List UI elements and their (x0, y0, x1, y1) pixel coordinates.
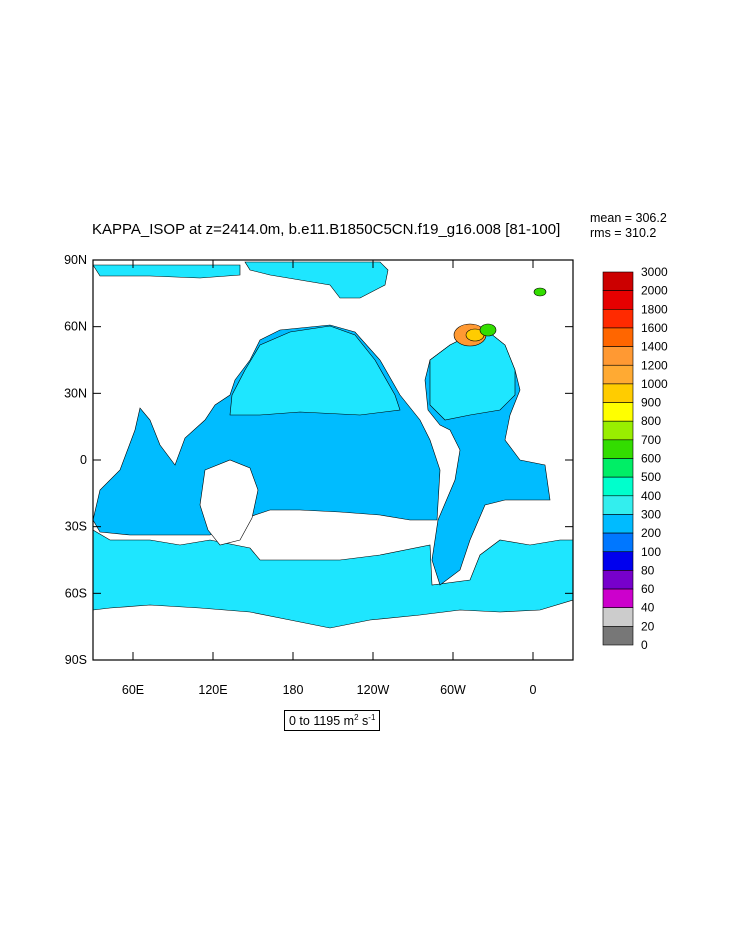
y-tick-label: 90S (65, 653, 87, 667)
colorbar-label: 3000 (641, 265, 668, 279)
colorbar-label: 200 (641, 526, 661, 540)
colorbar-label: 20 (641, 619, 655, 633)
colorbar-swatch (602, 308, 634, 329)
colorbar-label: 0 (641, 638, 648, 652)
rms-value: rms = 310.2 (590, 226, 657, 240)
colorbar-label: 1000 (641, 377, 668, 391)
colorbar-swatch (602, 290, 634, 310)
colorbar-label: 1800 (641, 302, 668, 316)
colorbar-swatch (602, 551, 634, 571)
colorbar-swatch (602, 439, 634, 459)
greenland-hotspot (453, 287, 547, 347)
colorbar-label: 900 (641, 396, 661, 410)
colorbar-swatch (602, 458, 634, 478)
colorbar-label: 500 (641, 470, 661, 484)
colorbar-swatch (602, 420, 634, 441)
y-tick-label: 30S (65, 520, 87, 534)
colorbar-swatch (602, 495, 634, 515)
x-tick-label: 60W (440, 683, 466, 697)
colorbar-label: 1600 (641, 321, 668, 335)
x-axis: 60E 120E 180 120W 60W 0 (122, 260, 537, 697)
y-axis: 90N 60N 30N 0 30S 60S 90S (64, 253, 573, 667)
plot-title: KAPPA_ISOP at z=2414.0m, b.e11.B1850C5CN… (92, 221, 561, 238)
colorbar-swatch (602, 364, 634, 385)
colorbar-swatch (602, 514, 634, 534)
map-canvas (93, 260, 573, 660)
y-tick-label: 30N (64, 386, 87, 400)
y-tick-label: 60N (64, 320, 87, 334)
colorbar-swatch (602, 476, 634, 497)
colorbar-label: 700 (641, 433, 661, 447)
colorbar-label: 600 (641, 452, 661, 466)
colorbar-swatch (602, 383, 634, 403)
colorbar-swatch (602, 570, 634, 590)
x-tick-label: 180 (283, 683, 304, 697)
ocean-pacific-north (229, 325, 401, 416)
x-tick-label: 120W (357, 683, 390, 697)
colorbar-label: 2000 (641, 284, 668, 298)
stats-block: mean = 306.2 rms = 310.2 (590, 211, 667, 241)
colorbar-swatch (602, 402, 634, 422)
colorbar-label: 300 (641, 507, 661, 521)
colorbar-label: 1200 (641, 358, 668, 372)
ocean-arctic-mid (244, 261, 389, 299)
y-tick-label: 90N (64, 253, 87, 267)
x-tick-label: 60E (122, 683, 144, 697)
ocean-arctic (93, 264, 241, 279)
ocean-main (93, 529, 573, 629)
x-tick-label: 0 (530, 683, 537, 697)
colorbar-label: 800 (641, 414, 661, 428)
colorbar-swatch (602, 607, 634, 627)
colorbar-label: 40 (641, 601, 655, 615)
y-tick-label: 60S (65, 586, 87, 600)
colorbar-label: 60 (641, 582, 655, 596)
mean-value: mean = 306.2 (590, 211, 667, 225)
colorbar-swatch (602, 327, 634, 347)
colorbar-swatch (602, 346, 634, 366)
colorbar-label: 1400 (641, 340, 668, 354)
colorbar: 3000200018001600140012001000900800700600… (602, 265, 668, 652)
colorbar-swatch (602, 271, 634, 291)
colorbar-swatch (602, 532, 634, 553)
x-tick-label: 120E (198, 683, 227, 697)
colorbar-swatch (602, 588, 634, 608)
colorbar-label: 80 (641, 563, 655, 577)
colorbar-label: 400 (641, 489, 661, 503)
range-label: 0 to 1195 m2 s-1 (284, 710, 381, 732)
australia (199, 459, 259, 546)
colorbar-swatch (602, 626, 634, 646)
y-tick-label: 0 (80, 453, 87, 467)
colorbar-label: 100 (641, 545, 661, 559)
